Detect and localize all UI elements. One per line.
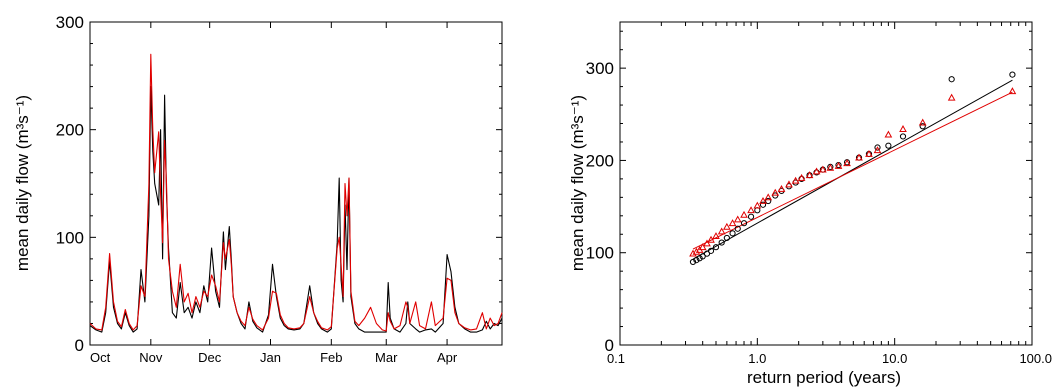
simulated-point [703, 239, 711, 247]
observed-point [729, 230, 736, 237]
simulated-point [764, 193, 773, 201]
simulated-point [771, 188, 780, 196]
observed-fit-line [692, 79, 1013, 260]
observed-point [1009, 71, 1016, 78]
hydrograph-y-axis-label: mean daily flow (m³s⁻¹) [13, 95, 32, 271]
frequency-y-tick-label: 0 [605, 336, 614, 355]
hydrograph-x-tick-label: Mar [375, 350, 398, 365]
frequency-y-tick-label: 300 [586, 59, 614, 78]
frequency-x-tick-label: 10.0 [882, 351, 907, 366]
simulated-point [707, 235, 715, 243]
hydrograph-panel: 0 100 200 300 Oct Nov Dec Jan Feb Mar Apr mean da… [13, 13, 503, 365]
hydrograph-plot-frame [89, 21, 503, 346]
frequency-y-tick-label: 100 [586, 244, 614, 263]
observed-point [707, 247, 715, 254]
hydrograph-x-ticks: Oct Nov Dec Jan Feb Mar Apr [89, 22, 458, 365]
observed-point [699, 253, 706, 260]
observed-point [899, 133, 907, 140]
simulated-point [918, 118, 927, 126]
hydrograph-y-tick-label: 300 [56, 13, 84, 32]
simulated-point [834, 161, 843, 169]
hydrograph-x-tick-label: Nov [139, 350, 163, 365]
observed-point [689, 258, 697, 266]
frequency-x-tick-label: 100.0 [1019, 351, 1052, 366]
simulated-point [819, 165, 827, 173]
simulated-point [797, 173, 806, 181]
hydrograph-y-tick-label: 100 [56, 228, 84, 247]
observed-point [712, 244, 720, 251]
hydrograph-y-tick-label: 200 [56, 121, 84, 140]
hydrograph-x-tick-label: Dec [198, 350, 222, 365]
hydrograph-x-tick-label: Jan [260, 350, 281, 365]
simulated-point [712, 232, 720, 240]
simulated-point [717, 227, 726, 235]
simulated-flow-line [89, 53, 503, 332]
simulated-point [855, 153, 863, 161]
simulated-point [805, 171, 814, 179]
frequency-markers [689, 71, 1017, 266]
frequency-plot-frame [619, 21, 1033, 346]
observed-point [919, 123, 926, 130]
simulated-point [728, 219, 737, 227]
simulated-point [747, 206, 755, 214]
observed-point [703, 250, 711, 257]
simulated-point [884, 130, 893, 138]
frequency-y-ticks: 0 100 200 300 [586, 30, 1032, 355]
simulated-point [740, 210, 748, 218]
hydrograph-x-tick-label: Oct [90, 350, 111, 365]
frequency-x-tick-label: 0.1 [607, 351, 625, 366]
simulated-point [812, 167, 821, 175]
observed-point [734, 225, 741, 232]
simulated-point [692, 247, 701, 255]
frequency-x-ticks: 0.1 1.0 10.0 100.0 [607, 22, 1052, 366]
simulated-point [865, 149, 873, 157]
frequency-x-tick-label: 1.0 [748, 351, 766, 366]
simulated-point [733, 215, 742, 223]
observed-point [759, 201, 767, 208]
simulated-point [689, 249, 697, 257]
frequency-y-tick-label: 200 [586, 151, 614, 170]
simulated-point [1008, 87, 1017, 95]
observed-point [723, 234, 730, 242]
hydrograph-x-tick-label: Apr [437, 350, 458, 365]
frequency-x-axis-label: return period (years) [747, 368, 901, 387]
hydrograph-y-tick-label: 0 [75, 336, 84, 355]
simulated-fit-line [692, 91, 1013, 250]
observed-point [696, 255, 703, 262]
observed-point [718, 239, 725, 246]
frequency-panel: 0 100 200 300 0.1 1.0 10.0 100.0 return period… [568, 21, 1052, 387]
observed-point [747, 213, 755, 220]
simulated-point [698, 243, 707, 251]
hydrograph-y-ticks: 0 100 200 300 [56, 13, 502, 355]
simulated-point [759, 197, 767, 204]
observed-flow-line [89, 86, 503, 333]
simulated-point [826, 163, 835, 171]
simulated-point [723, 222, 731, 230]
hydrograph-x-tick-label: Feb [320, 350, 342, 365]
observed-point [765, 197, 772, 205]
simulated-point [947, 93, 956, 101]
simulated-point [873, 146, 882, 154]
simulated-point [753, 201, 762, 209]
hydrograph-series [89, 53, 503, 333]
simulated-point [791, 176, 800, 184]
observed-point [948, 76, 955, 83]
observed-point [693, 256, 700, 264]
simulated-point [777, 185, 786, 192]
observed-point [874, 144, 881, 151]
simulated-point [785, 180, 793, 188]
frequency-fit-lines [692, 79, 1013, 260]
frequency-y-axis-label: mean daily flow (m³s⁻¹) [568, 95, 587, 271]
observed-point [885, 142, 892, 149]
simulated-point [843, 159, 851, 167]
observed-point [740, 220, 748, 227]
simulated-point [899, 125, 907, 132]
